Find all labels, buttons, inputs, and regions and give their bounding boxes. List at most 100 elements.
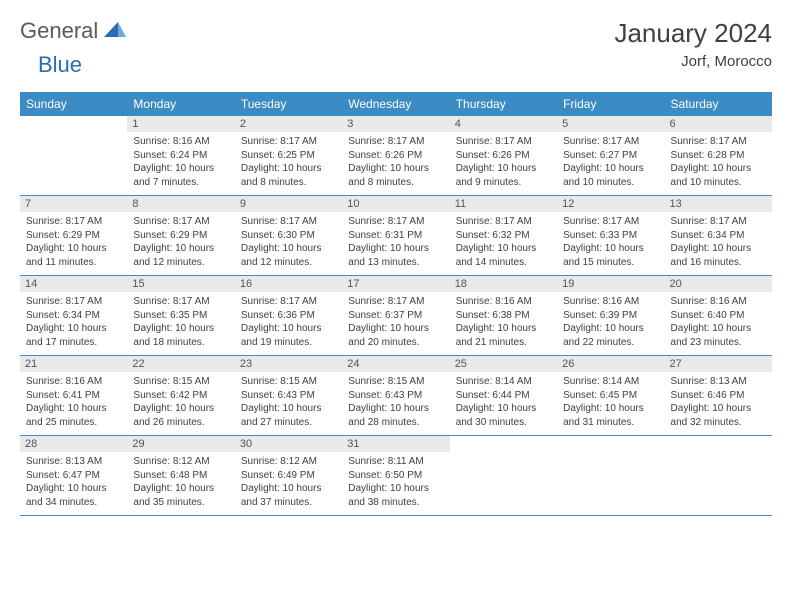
week-row: 28 Sunrise: 8:13 AMSunset: 6:47 PMDayligh… — [20, 436, 772, 516]
day-info: Sunrise: 8:16 AMSunset: 6:40 PMDaylight:… — [671, 295, 766, 349]
day-info: Sunrise: 8:17 AMSunset: 6:34 PMDaylight:… — [26, 295, 121, 349]
day-info: Sunrise: 8:17 AMSunset: 6:28 PMDaylight:… — [671, 135, 766, 189]
week-row: 21 Sunrise: 8:16 AMSunset: 6:41 PMDayligh… — [20, 356, 772, 436]
day-info: Sunrise: 8:16 AMSunset: 6:24 PMDaylight:… — [133, 135, 228, 189]
day-cell: 3 Sunrise: 8:17 AMSunset: 6:26 PMDaylight… — [342, 116, 449, 195]
day-cell: 30Sunrise: 8:12 AMSunset: 6:49 PMDayligh… — [235, 436, 342, 515]
weekday-header: Tuesday — [235, 92, 342, 116]
day-info: Sunrise: 8:12 AMSunset: 6:48 PMDaylight:… — [133, 455, 228, 509]
day-number: 31 — [342, 436, 449, 452]
day-info: Sunrise: 8:17 AMSunset: 6:29 PMDaylight:… — [26, 215, 121, 269]
logo-text-general: General — [20, 18, 98, 44]
week-row: 1 Sunrise: 8:16 AMSunset: 6:24 PMDaylight… — [20, 116, 772, 196]
weeks-container: 1 Sunrise: 8:16 AMSunset: 6:24 PMDaylight… — [20, 116, 772, 516]
day-cell: 28 Sunrise: 8:13 AMSunset: 6:47 PMDayligh… — [20, 436, 127, 515]
title-block: January 2024 Jorf, Morocco — [614, 18, 772, 70]
day-number: 6 — [665, 116, 772, 132]
day-cell: 13 Sunrise: 8:17 AMSunset: 6:34 PMDayligh… — [665, 196, 772, 275]
day-number: 8 — [127, 196, 234, 212]
weekday-header: Sunday — [20, 92, 127, 116]
day-cell: 7 Sunrise: 8:17 AMSunset: 6:29 PMDaylight… — [20, 196, 127, 275]
day-info: Sunrise: 8:16 AMSunset: 6:41 PMDaylight:… — [26, 375, 121, 429]
calendar-grid: SundayMondayTuesdayWednesdayThursdayFrid… — [20, 92, 772, 516]
day-info: Sunrise: 8:16 AMSunset: 6:38 PMDaylight:… — [456, 295, 551, 349]
day-number: 16 — [235, 276, 342, 292]
day-info: Sunrise: 8:16 AMSunset: 6:39 PMDaylight:… — [563, 295, 658, 349]
logo-triangle-icon — [104, 20, 126, 43]
day-number: 12 — [557, 196, 664, 212]
day-info: Sunrise: 8:17 AMSunset: 6:26 PMDaylight:… — [348, 135, 443, 189]
day-info: Sunrise: 8:17 AMSunset: 6:26 PMDaylight:… — [456, 135, 551, 189]
day-number: 28 — [20, 436, 127, 452]
day-cell: 8 Sunrise: 8:17 AMSunset: 6:29 PMDaylight… — [127, 196, 234, 275]
week-row: 7 Sunrise: 8:17 AMSunset: 6:29 PMDaylight… — [20, 196, 772, 276]
day-info: Sunrise: 8:15 AMSunset: 6:42 PMDaylight:… — [133, 375, 228, 429]
day-info: Sunrise: 8:17 AMSunset: 6:34 PMDaylight:… — [671, 215, 766, 269]
day-number: 2 — [235, 116, 342, 132]
day-info: Sunrise: 8:17 AMSunset: 6:36 PMDaylight:… — [241, 295, 336, 349]
day-number: 23 — [235, 356, 342, 372]
day-cell: 22 Sunrise: 8:15 AMSunset: 6:42 PMDayligh… — [127, 356, 234, 435]
day-cell: 18 Sunrise: 8:16 AMSunset: 6:38 PMDayligh… — [450, 276, 557, 355]
day-number: 17 — [342, 276, 449, 292]
day-info: Sunrise: 8:13 AMSunset: 6:47 PMDaylight:… — [26, 455, 121, 509]
day-cell: 6 Sunrise: 8:17 AMSunset: 6:28 PMDaylight… — [665, 116, 772, 195]
day-info: Sunrise: 8:13 AMSunset: 6:46 PMDaylight:… — [671, 375, 766, 429]
location: Jorf, Morocco — [614, 53, 772, 70]
day-number: 30 — [235, 436, 342, 452]
week-row: 14 Sunrise: 8:17 AMSunset: 6:34 PMDayligh… — [20, 276, 772, 356]
day-cell: 29 Sunrise: 8:12 AMSunset: 6:48 PMDayligh… — [127, 436, 234, 515]
day-cell — [665, 436, 772, 515]
day-cell: 15 Sunrise: 8:17 AMSunset: 6:35 PMDayligh… — [127, 276, 234, 355]
day-number: 27 — [665, 356, 772, 372]
day-info: Sunrise: 8:17 AMSunset: 6:33 PMDaylight:… — [563, 215, 658, 269]
day-info: Sunrise: 8:17 AMSunset: 6:35 PMDaylight:… — [133, 295, 228, 349]
day-info: Sunrise: 8:14 AMSunset: 6:45 PMDaylight:… — [563, 375, 658, 429]
day-cell: 1 Sunrise: 8:16 AMSunset: 6:24 PMDaylight… — [127, 116, 234, 195]
day-number: 4 — [450, 116, 557, 132]
day-number: 3 — [342, 116, 449, 132]
day-info: Sunrise: 8:17 AMSunset: 6:29 PMDaylight:… — [133, 215, 228, 269]
day-number: 15 — [127, 276, 234, 292]
day-cell: 12 Sunrise: 8:17 AMSunset: 6:33 PMDayligh… — [557, 196, 664, 275]
day-info: Sunrise: 8:11 AMSunset: 6:50 PMDaylight:… — [348, 455, 443, 509]
weekday-header-row: SundayMondayTuesdayWednesdayThursdayFrid… — [20, 92, 772, 116]
day-number: 1 — [127, 116, 234, 132]
day-number: 7 — [20, 196, 127, 212]
day-cell: 14 Sunrise: 8:17 AMSunset: 6:34 PMDayligh… — [20, 276, 127, 355]
day-cell: 20 Sunrise: 8:16 AMSunset: 6:40 PMDayligh… — [665, 276, 772, 355]
day-number: 10 — [342, 196, 449, 212]
weekday-header: Monday — [127, 92, 234, 116]
day-number: 14 — [20, 276, 127, 292]
day-cell: 27 Sunrise: 8:13 AMSunset: 6:46 PMDayligh… — [665, 356, 772, 435]
day-cell — [450, 436, 557, 515]
day-cell: 16 Sunrise: 8:17 AMSunset: 6:36 PMDayligh… — [235, 276, 342, 355]
day-number: 22 — [127, 356, 234, 372]
day-cell: 19Sunrise: 8:16 AMSunset: 6:39 PMDayligh… — [557, 276, 664, 355]
logo: General — [20, 18, 128, 44]
weekday-header: Wednesday — [342, 92, 449, 116]
day-info: Sunrise: 8:14 AMSunset: 6:44 PMDaylight:… — [456, 375, 551, 429]
day-cell: 26Sunrise: 8:14 AMSunset: 6:45 PMDayligh… — [557, 356, 664, 435]
day-number: 25 — [450, 356, 557, 372]
day-cell: 11Sunrise: 8:17 AMSunset: 6:32 PMDayligh… — [450, 196, 557, 275]
weekday-header: Friday — [557, 92, 664, 116]
day-cell: 2 Sunrise: 8:17 AMSunset: 6:25 PMDaylight… — [235, 116, 342, 195]
day-number: 29 — [127, 436, 234, 452]
logo-text-blue: Blue — [38, 52, 82, 77]
weekday-header: Thursday — [450, 92, 557, 116]
day-cell: 21 Sunrise: 8:16 AMSunset: 6:41 PMDayligh… — [20, 356, 127, 435]
day-info: Sunrise: 8:17 AMSunset: 6:31 PMDaylight:… — [348, 215, 443, 269]
day-number: 20 — [665, 276, 772, 292]
day-number: 13 — [665, 196, 772, 212]
day-cell: 24Sunrise: 8:15 AMSunset: 6:43 PMDayligh… — [342, 356, 449, 435]
day-cell: 31 Sunrise: 8:11 AMSunset: 6:50 PMDayligh… — [342, 436, 449, 515]
month-title: January 2024 — [614, 18, 772, 49]
day-cell: 9Sunrise: 8:17 AMSunset: 6:30 PMDaylight… — [235, 196, 342, 275]
day-cell: 17Sunrise: 8:17 AMSunset: 6:37 PMDayligh… — [342, 276, 449, 355]
day-number: 18 — [450, 276, 557, 292]
day-number: 9 — [235, 196, 342, 212]
day-number: 21 — [20, 356, 127, 372]
day-cell: 25 Sunrise: 8:14 AMSunset: 6:44 PMDayligh… — [450, 356, 557, 435]
day-info: Sunrise: 8:17 AMSunset: 6:25 PMDaylight:… — [241, 135, 336, 189]
